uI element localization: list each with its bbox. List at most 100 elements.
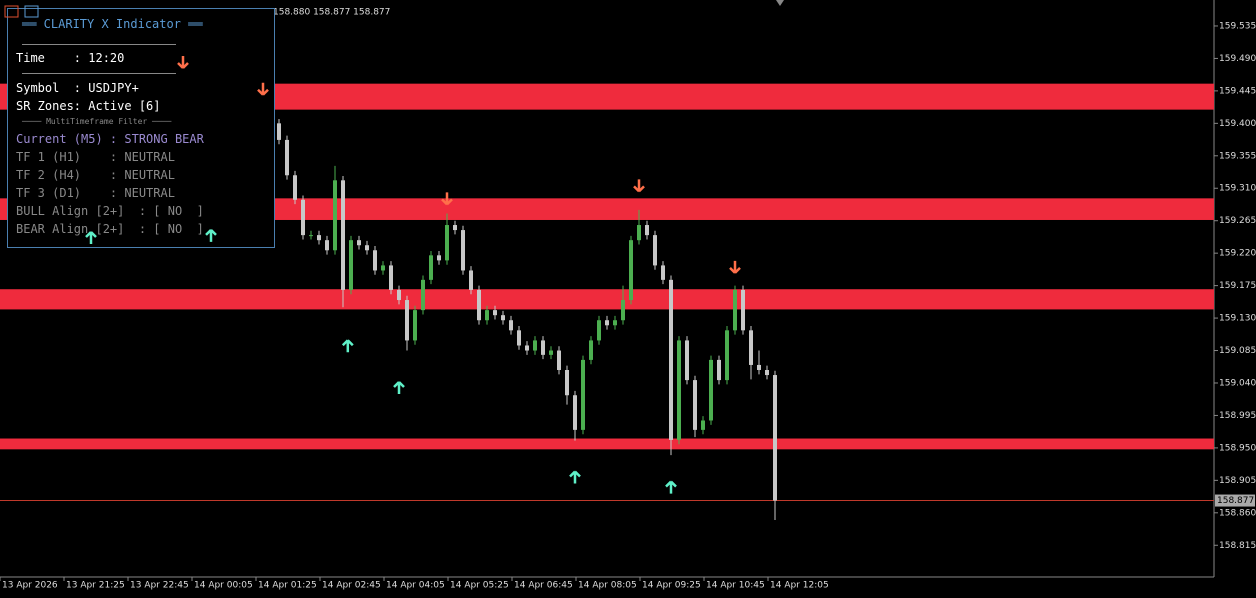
y-tick-label: 159.220 bbox=[1219, 249, 1256, 259]
icon[interactable] bbox=[4, 5, 19, 18]
y-tick-label: 159.400 bbox=[1219, 119, 1256, 129]
candle-body bbox=[637, 225, 641, 241]
candle-body bbox=[405, 300, 409, 341]
y-tick-label: 159.355 bbox=[1219, 151, 1256, 161]
sr-zone bbox=[0, 289, 1214, 310]
candle-body bbox=[429, 255, 433, 280]
symbol-row: Symbol : USDJPY+ bbox=[16, 81, 139, 95]
candle-body bbox=[693, 380, 697, 430]
candle-body bbox=[581, 359, 585, 430]
sell-arrow bbox=[441, 192, 453, 206]
tf2-row: TF 2 (H4) : NEUTRAL bbox=[16, 168, 175, 182]
candle-body bbox=[485, 310, 489, 321]
time-row: Time : 12:20 bbox=[16, 51, 125, 65]
icon[interactable] bbox=[24, 5, 39, 18]
y-tick-label: 159.490 bbox=[1219, 54, 1256, 64]
candle-body bbox=[565, 370, 569, 396]
y-tick-label: 159.040 bbox=[1219, 378, 1256, 388]
candle-body bbox=[325, 240, 329, 251]
candle-body bbox=[677, 340, 681, 440]
sr-zones-row: SR Zones: Active [6] bbox=[16, 99, 161, 113]
candle-body bbox=[469, 270, 473, 290]
bear-align-row: BEAR Align [2+] : [ NO ] bbox=[16, 222, 204, 236]
candle-body bbox=[549, 350, 553, 355]
y-tick-label: 159.310 bbox=[1219, 184, 1256, 194]
candle-body bbox=[445, 225, 449, 261]
current-row: Current (M5) : STRONG BEAR bbox=[16, 132, 204, 146]
x-tick-label: 14 Apr 05:25 bbox=[450, 581, 509, 591]
y-tick-label: 158.995 bbox=[1219, 411, 1256, 421]
candle-body bbox=[285, 139, 289, 176]
tf3-row: TF 3 (D1) : NEUTRAL bbox=[16, 186, 175, 200]
candle-body bbox=[493, 310, 497, 316]
x-tick-label: 14 Apr 02:45 bbox=[322, 581, 381, 591]
y-tick-label: 159.445 bbox=[1219, 86, 1256, 96]
candle-body bbox=[461, 230, 465, 271]
separator bbox=[22, 73, 176, 74]
y-tick-label: 159.085 bbox=[1219, 346, 1256, 356]
candle-body bbox=[381, 265, 385, 271]
indicator-panel: ══ CLARITY X Indicator ══ Time : 12:20 S… bbox=[7, 8, 275, 248]
candle-body bbox=[741, 289, 745, 331]
filter-title: ──── MultiTimeframe Filter ──── bbox=[22, 117, 172, 126]
ohlc-header: 158.880 158.877 158.877 bbox=[273, 8, 390, 18]
x-tick-label: 14 Apr 08:05 bbox=[578, 581, 637, 591]
x-tick-label: 14 Apr 04:05 bbox=[386, 581, 445, 591]
bull-align-row: BULL Align [2+] : [ NO ] bbox=[16, 204, 204, 218]
buy-arrow bbox=[665, 480, 677, 494]
candle-body bbox=[621, 300, 625, 321]
candle-body bbox=[525, 345, 529, 351]
candle-body bbox=[453, 225, 457, 231]
candle-body bbox=[309, 235, 313, 237]
candle-body bbox=[589, 340, 593, 360]
candle-body bbox=[661, 265, 665, 280]
candle-body bbox=[725, 330, 729, 381]
sell-arrow bbox=[633, 179, 645, 193]
tf1-row: TF 1 (H1) : NEUTRAL bbox=[16, 150, 175, 164]
y-tick-label: 158.815 bbox=[1219, 541, 1256, 551]
candle-body bbox=[757, 364, 761, 371]
y-tick-label: 158.860 bbox=[1219, 508, 1256, 518]
buy-arrow bbox=[393, 381, 405, 395]
x-tick-label: 13 Apr 22:45 bbox=[130, 581, 189, 591]
y-tick-label: 158.905 bbox=[1219, 476, 1256, 486]
candle-body bbox=[533, 340, 537, 351]
candle-body bbox=[509, 320, 513, 331]
candle-body bbox=[349, 240, 353, 290]
candle-body bbox=[277, 123, 281, 140]
candle-body bbox=[773, 375, 777, 501]
candle-body bbox=[557, 350, 561, 371]
candle-body bbox=[749, 330, 753, 365]
buy-arrow bbox=[341, 339, 354, 353]
candle-body bbox=[341, 180, 345, 290]
candle-body bbox=[765, 370, 769, 376]
sr-zone bbox=[0, 438, 1214, 450]
candle-body bbox=[413, 310, 417, 341]
candle-body bbox=[501, 315, 505, 321]
toolbar-icons[interactable] bbox=[4, 5, 44, 21]
candle-body bbox=[701, 420, 705, 430]
panel-title: ══ CLARITY X Indicator ══ bbox=[22, 17, 203, 31]
candle-body bbox=[653, 235, 657, 266]
y-tick-label: 159.175 bbox=[1219, 281, 1256, 291]
y-tick-label: 159.535 bbox=[1219, 21, 1256, 31]
candle-body bbox=[373, 250, 377, 271]
candle-body bbox=[333, 180, 337, 251]
candle-body bbox=[421, 279, 425, 311]
x-tick-label: 14 Apr 06:45 bbox=[514, 581, 573, 591]
candle-body bbox=[685, 340, 689, 381]
x-tick-label: 13 Apr 21:25 bbox=[66, 581, 125, 591]
x-tick-label: 14 Apr 09:25 bbox=[642, 581, 701, 591]
candle-body bbox=[397, 289, 401, 301]
candle-body bbox=[605, 320, 609, 326]
candle-body bbox=[645, 225, 649, 236]
candle-body bbox=[293, 175, 297, 200]
candle-body bbox=[389, 265, 393, 290]
candle-body bbox=[717, 359, 721, 381]
x-tick-label: 14 Apr 01:25 bbox=[258, 581, 317, 591]
shift-marker bbox=[776, 0, 784, 6]
x-tick-label: 14 Apr 12:05 bbox=[770, 581, 829, 591]
candle-body bbox=[301, 199, 305, 236]
